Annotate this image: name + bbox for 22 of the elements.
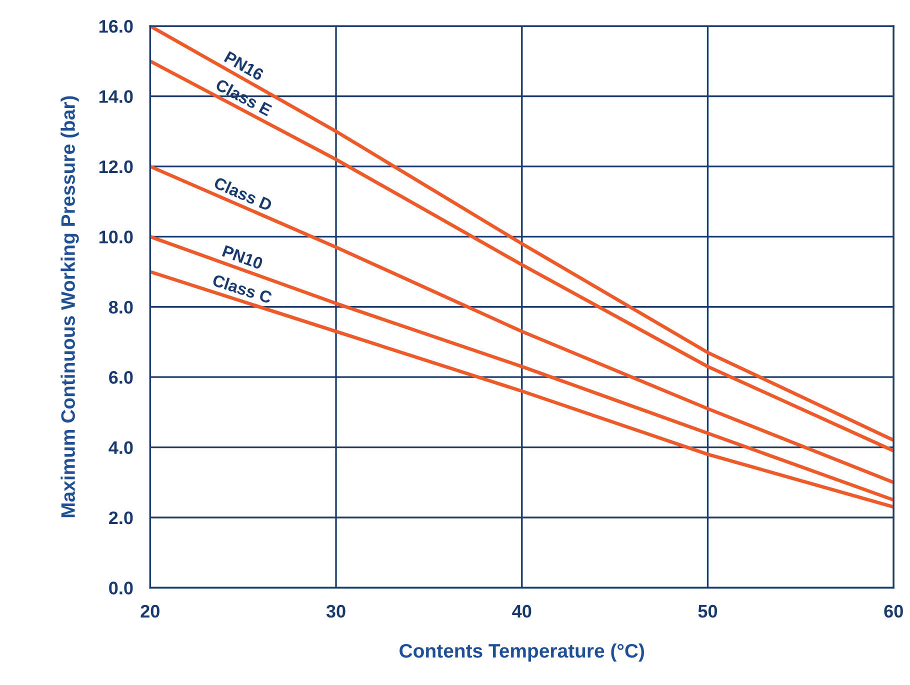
y-axis-title: Maximum Continuous Working Pressure (bar): [60, 96, 79, 518]
y-tick-label: 4.0: [108, 441, 133, 454]
y-tick-label: 0.0: [109, 582, 133, 594]
line-series: [150, 234, 894, 502]
line-series: [150, 164, 894, 484]
y-tick-label: 8.0: [108, 300, 133, 314]
y-tick-label: 10.0: [99, 230, 133, 244]
x-tick-label: 50: [698, 604, 718, 618]
text: Class C: [212, 274, 273, 304]
y-tick-label: 2.0: [109, 511, 133, 524]
y-tick-label: 14.0: [99, 90, 133, 103]
y-tick-label: 12.0: [99, 160, 133, 174]
x-tick-label: 30: [326, 604, 346, 618]
x-tick-label: 40: [512, 604, 532, 618]
text: Class D: [213, 176, 273, 212]
y-tick-label: 16.0: [99, 20, 133, 33]
line-series: [150, 270, 894, 509]
text: PN10: [222, 245, 264, 270]
x-tick-label: 60: [884, 604, 903, 618]
x-tick-label: 20: [140, 604, 160, 618]
x-axis-title: Contents Temperature (°C): [400, 643, 644, 662]
y-tick-label: 6.0: [109, 371, 133, 384]
